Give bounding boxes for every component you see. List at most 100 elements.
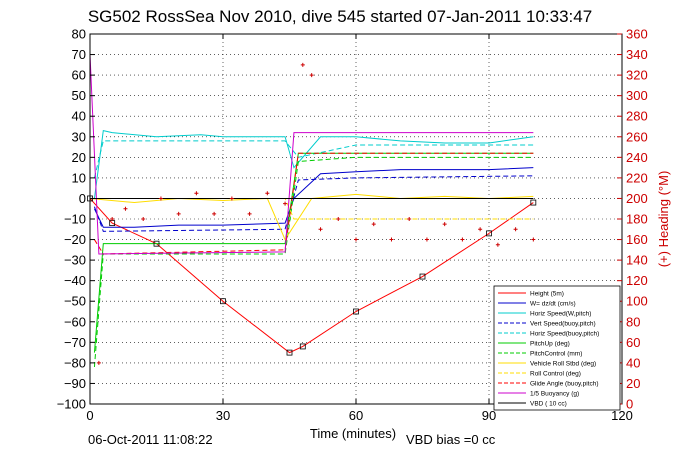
heading-point — [354, 237, 358, 242]
heading-point — [158, 196, 163, 201]
right-axis-label: (+) Heading (°M) — [656, 171, 671, 268]
y-tick-label: 70 — [72, 47, 86, 62]
x-tick-label: 120 — [611, 408, 633, 423]
heading-point — [389, 237, 394, 242]
y2-tick-label: 100 — [626, 294, 648, 309]
legend-entry: Vert Speed(buoy,pitch) — [530, 320, 596, 327]
heading-point — [318, 227, 323, 232]
y-tick-label: 30 — [72, 129, 86, 144]
series-line — [89, 198, 534, 354]
y2-tick-label: 180 — [626, 212, 648, 227]
y2-tick-label: 120 — [626, 273, 648, 288]
legend-box — [493, 285, 621, 411]
data-point — [419, 273, 426, 280]
heading-point — [460, 237, 465, 242]
series-line — [93, 129, 534, 199]
y-tick-label: −100 — [57, 397, 86, 412]
heading-point — [283, 201, 288, 206]
y2-tick-label: 340 — [626, 47, 648, 62]
data-point — [220, 298, 226, 305]
data-point — [299, 343, 306, 350]
heading-point — [229, 196, 234, 201]
y-tick-label: −40 — [64, 273, 86, 288]
y-tick-label: −80 — [64, 355, 86, 370]
data-point — [486, 230, 492, 237]
heading-point — [478, 227, 483, 232]
x-tick-label: 90 — [482, 408, 496, 423]
series-line — [93, 140, 534, 179]
y2-tick-label: 60 — [626, 335, 640, 350]
heading-point — [247, 211, 252, 216]
heading-point — [300, 62, 305, 67]
y2-tick-label: 20 — [626, 376, 640, 391]
data-point — [286, 349, 293, 356]
chart-title: SG502 RossSea Nov 2010, dive 545 started… — [88, 7, 592, 26]
y-tick-label: −90 — [64, 376, 86, 391]
series-line — [93, 175, 534, 232]
y2-tick-label: 0 — [626, 397, 633, 412]
axes: 0 30 60 90 12080706050403020100−10−20−30−40−… — [57, 27, 648, 424]
y2-tick-label: 300 — [626, 88, 648, 103]
y-tick-label: −70 — [64, 335, 86, 350]
heading-point — [96, 360, 101, 365]
heading-point — [513, 227, 518, 232]
data-point — [530, 199, 537, 206]
data-point — [153, 240, 160, 247]
y-tick-label: −10 — [64, 212, 86, 227]
y-tick-label: 0 — [79, 191, 86, 206]
series-line — [89, 54, 534, 255]
heading-point — [531, 237, 536, 242]
y2-tick-label: 160 — [626, 232, 648, 247]
heading-point — [407, 217, 412, 221]
heading-point — [212, 211, 217, 216]
y2-tick-label: 360 — [626, 27, 648, 42]
legend-entry: Horiz Speed(W,pitch) — [530, 310, 591, 317]
y2-tick-label: 220 — [626, 170, 648, 185]
x-tick-label: 0 — [86, 408, 93, 423]
y2-tick-label: 80 — [626, 314, 640, 329]
y2-tick-label: 200 — [626, 191, 648, 206]
y-tick-label: 10 — [72, 170, 86, 185]
heading-point — [110, 217, 115, 221]
legend-entry: VBD ( 10 cc) — [530, 400, 567, 407]
y-tick-label: 60 — [72, 68, 86, 83]
heading-point — [194, 191, 199, 196]
heading-point — [141, 217, 146, 221]
x-tick-label: 60 — [349, 408, 363, 423]
y2-tick-label: 280 — [626, 109, 648, 124]
legend-entry: PitchControl (mm) — [530, 350, 582, 357]
y-tick-label: −50 — [64, 294, 86, 309]
data-point — [353, 308, 359, 315]
heading-point — [123, 206, 128, 211]
heading-point — [336, 217, 341, 221]
footer-note: VBD bias =0 cc — [406, 432, 496, 447]
legend-entry: Roll Control (deg) — [530, 370, 581, 377]
series-line — [93, 156, 534, 368]
x-tick-label: 30 — [216, 408, 230, 423]
heading-point — [309, 73, 314, 78]
footer-date: 06-Oct-2011 11:08:22 — [88, 432, 213, 447]
legend-entry: Glide Angle (buoy,pitch) — [530, 380, 599, 387]
y-tick-label: −20 — [64, 232, 86, 247]
y-tick-label: −30 — [64, 253, 86, 268]
legend-entry: W= dz/dt (cm/s) — [530, 300, 576, 307]
series-line — [89, 193, 534, 241]
heading-point — [442, 222, 447, 227]
heading-point — [176, 211, 181, 216]
heading-point — [424, 237, 429, 242]
legend-entry: PitchUp (deg) — [530, 340, 570, 347]
legend-entry: Vehicle Roll Stbd (deg) — [530, 360, 596, 367]
y2-tick-label: 320 — [626, 68, 648, 83]
x-axis-label: Time (minutes) — [310, 426, 396, 441]
heading-point — [371, 222, 376, 227]
y2-tick-label: 140 — [626, 253, 648, 268]
series-line — [94, 152, 534, 255]
y-tick-label: 80 — [72, 27, 86, 42]
y2-tick-label: 240 — [626, 150, 648, 165]
series-line — [90, 197, 534, 220]
legend: Height (5m) W= dz/dt (cm/s) Horiz Speed(W,… — [493, 285, 621, 411]
y2-tick-label: 260 — [626, 129, 648, 144]
legend-entry: Height (5m) — [530, 290, 564, 297]
heading-point — [265, 191, 270, 196]
